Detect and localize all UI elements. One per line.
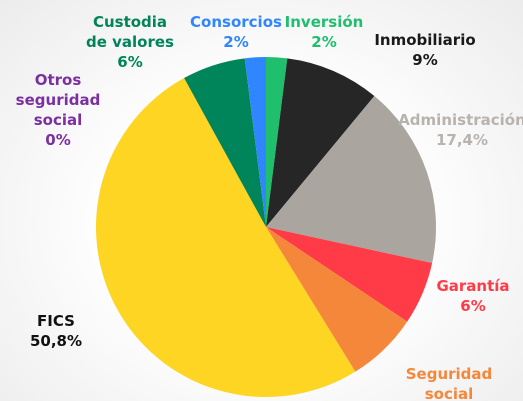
- slice-label: FICS 50,8%: [11, 311, 101, 351]
- category-name: Garantía: [436, 277, 510, 295]
- slice-label: Seguridad social: [389, 364, 509, 401]
- slice-label: Consorcios 2%: [186, 12, 286, 52]
- category-name: Inmobiliario: [374, 31, 476, 49]
- slice-label: Custodia de valores 6%: [80, 12, 180, 72]
- value-label: 2%: [223, 33, 249, 51]
- pie-slice: [266, 57, 288, 227]
- value-label: 6%: [117, 53, 143, 71]
- slice-label: Inversión 2%: [279, 12, 369, 52]
- slice-label: Administración 17,4%: [397, 110, 523, 150]
- pie-slice: [266, 58, 375, 227]
- value-label: 0%: [45, 131, 71, 149]
- category-name: Consorcios: [190, 13, 282, 31]
- pie-slice: [266, 227, 433, 322]
- pie-slice: [266, 96, 436, 264]
- category-name: FICS: [37, 312, 75, 330]
- pie-slice: [184, 58, 266, 227]
- category-name: Otros seguridad social: [15, 71, 101, 129]
- slice-label: Inmobiliario 9%: [360, 30, 490, 70]
- category-name: Inversión: [284, 13, 364, 31]
- category-name: Administración: [398, 111, 523, 129]
- category-name: Custodia de valores: [86, 13, 174, 51]
- value-label: 6%: [460, 297, 486, 315]
- category-name: Seguridad social: [405, 365, 493, 401]
- pie-slice: [244, 57, 266, 227]
- value-label: 50,8%: [29, 332, 83, 350]
- slice-label: Garantía 6%: [423, 276, 523, 316]
- slice-label: Otros seguridad social 0%: [13, 70, 103, 150]
- value-label: 17,4%: [435, 131, 489, 149]
- value-label: 9%: [412, 51, 438, 69]
- pie-slice: [266, 227, 408, 372]
- pie-slice: [96, 78, 356, 397]
- value-label: 2%: [311, 33, 337, 51]
